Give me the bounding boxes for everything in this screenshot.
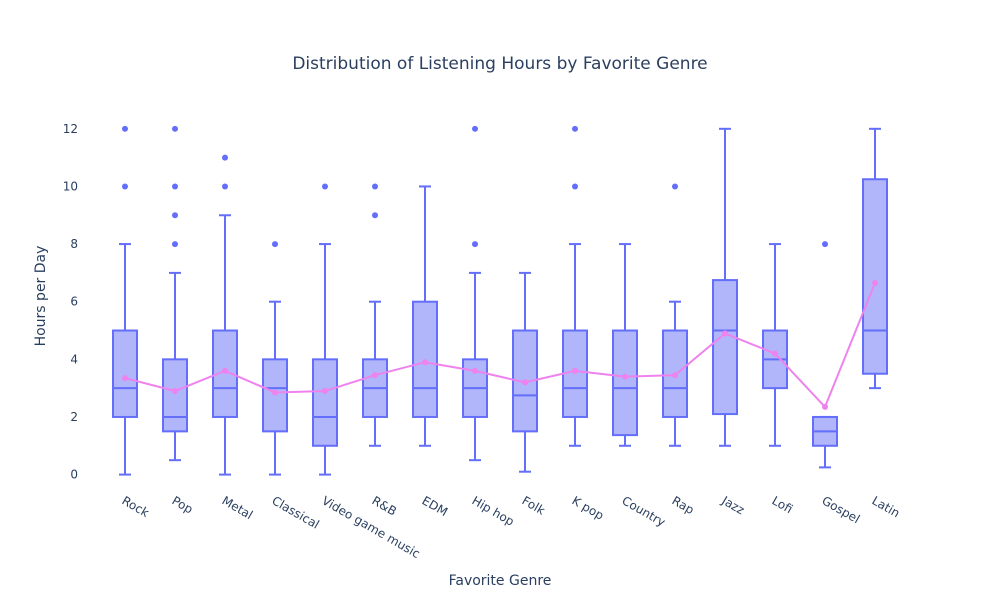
mean-point (522, 379, 528, 386)
box-video-game-music (312, 183, 338, 476)
outlier-point (172, 212, 178, 219)
box-body (162, 358, 188, 433)
box-hip-hop (462, 125, 488, 462)
outlier-point (672, 183, 678, 190)
x-tick-label: Latin (870, 493, 903, 520)
box-body (612, 329, 638, 437)
mean-point (572, 367, 578, 374)
box-rock (112, 125, 138, 476)
outlier-point (122, 125, 128, 132)
y-tick-label: 8 (70, 237, 78, 251)
mean-point (672, 372, 678, 379)
x-tick-label: R&B (370, 493, 399, 518)
outlier-point (172, 241, 178, 248)
box-latin (862, 127, 888, 390)
outlier-point (172, 125, 178, 132)
x-tick-label: Rock (120, 493, 152, 519)
outlier-point (572, 125, 578, 132)
outlier-point (372, 212, 378, 219)
box-body (712, 279, 738, 416)
mean-point (872, 279, 878, 286)
mean-point (422, 359, 428, 366)
y-tick-label: 10 (63, 179, 78, 193)
x-tick-label: K pop (570, 493, 607, 522)
box-metal (212, 154, 238, 476)
x-tick-label: Gospel (820, 493, 863, 526)
box-body (312, 358, 338, 447)
box-edm (412, 185, 438, 447)
box-r-b (362, 183, 388, 447)
y-tick-label: 12 (63, 122, 78, 136)
outlier-point (372, 183, 378, 190)
x-tick-label: Pop (170, 493, 196, 516)
mean-point (772, 350, 778, 357)
mean-point (372, 372, 378, 379)
mean-point (322, 388, 328, 395)
box-folk (512, 271, 538, 473)
x-tick-label: Lofi (770, 493, 796, 516)
mean-point (222, 367, 228, 374)
outlier-point (822, 241, 828, 248)
chart-title: Distribution of Listening Hours by Favor… (292, 54, 708, 74)
outlier-point (122, 183, 128, 190)
y-tick-label: 2 (70, 410, 78, 424)
box-rap (662, 183, 688, 447)
x-tick-label: Country (620, 493, 668, 529)
box-body (862, 178, 888, 375)
box-lofi (762, 243, 788, 447)
mean-point (822, 403, 828, 410)
x-tick-label: Hip hop (470, 493, 517, 528)
box-body (112, 329, 138, 418)
outlier-point (222, 183, 228, 190)
x-tick-label: Rap (670, 493, 697, 517)
outlier-point (172, 183, 178, 190)
y-tick-label: 6 (70, 295, 78, 309)
box-body (662, 329, 688, 418)
x-axis-title: Favorite Genre (448, 573, 552, 589)
outlier-point (472, 125, 478, 132)
box-k-pop (562, 125, 588, 447)
x-tick-label: Folk (520, 493, 548, 517)
box-country (612, 243, 638, 447)
x-tick-label: Jazz (719, 493, 747, 517)
y-axis-ticks: 0 2 4 6 8 10 12 (63, 122, 78, 482)
box-series (112, 125, 888, 476)
mean-point (472, 367, 478, 374)
box-pop (162, 125, 188, 462)
box-gospel (812, 241, 838, 469)
box-classical (262, 241, 288, 476)
box-jazz (712, 127, 738, 447)
mean-point (622, 373, 628, 380)
outlier-point (572, 183, 578, 190)
outlier-point (322, 183, 328, 190)
mean-point (722, 330, 728, 337)
mean-point (172, 388, 178, 395)
mean-point (272, 389, 278, 396)
y-tick-label: 4 (70, 352, 78, 366)
x-tick-label: Metal (220, 493, 256, 522)
outlier-point (272, 241, 278, 248)
mean-series (122, 279, 878, 410)
x-tick-label: EDM (420, 493, 451, 519)
x-tick-label: Classical (270, 493, 322, 531)
mean-line (124, 282, 876, 409)
outlier-point (222, 154, 228, 161)
outlier-point (472, 241, 478, 248)
y-tick-label: 0 (70, 468, 78, 482)
mean-point (122, 375, 128, 382)
